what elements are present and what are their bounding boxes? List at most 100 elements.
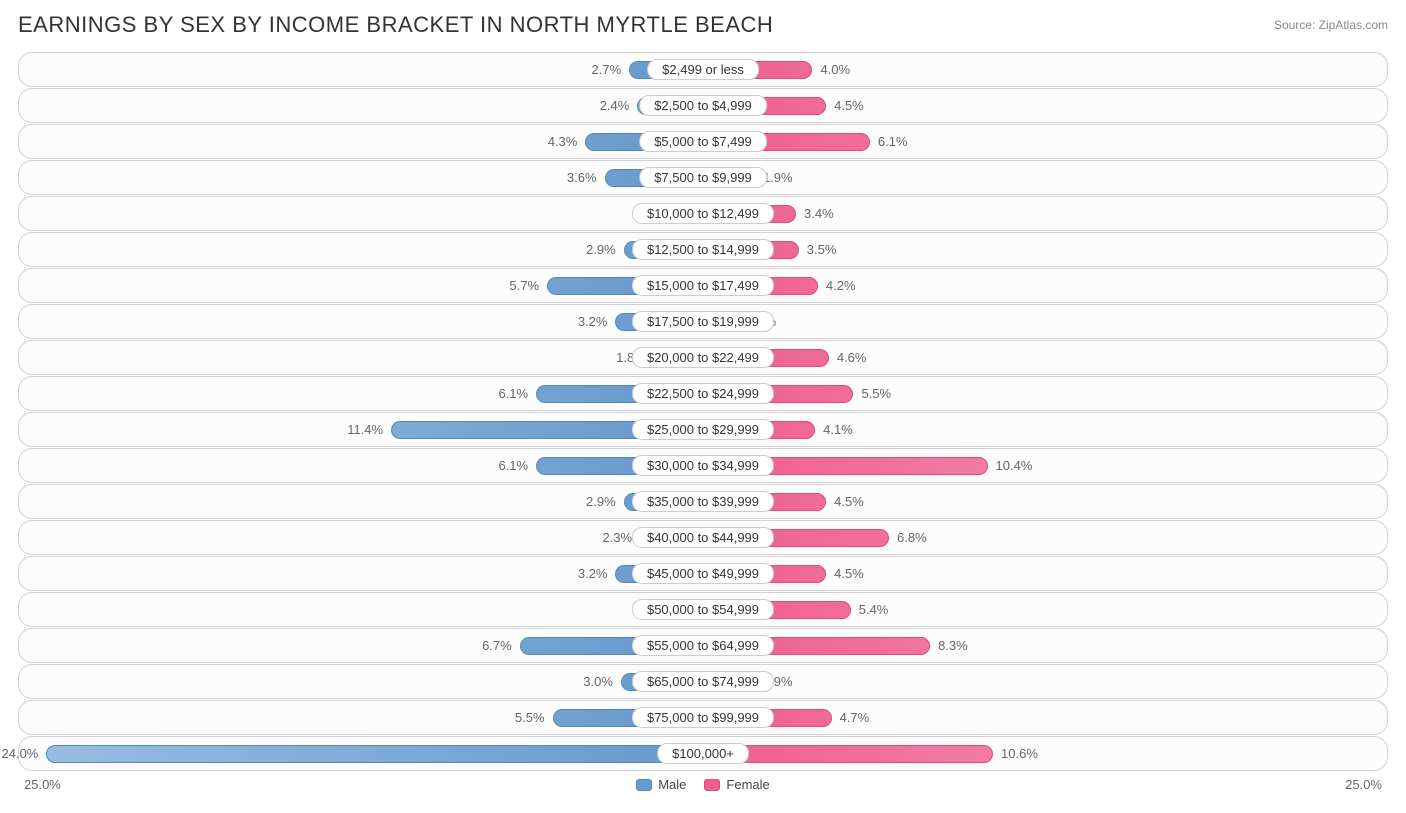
- legend-swatch-male: [636, 779, 652, 791]
- male-half: 3.2%: [19, 557, 703, 590]
- male-half: 5.5%: [19, 701, 703, 734]
- chart-row: 4.3%6.1%$5,000 to $7,499: [18, 124, 1388, 159]
- category-label: $2,500 to $4,999: [639, 95, 767, 116]
- male-value-label: 5.7%: [509, 278, 539, 293]
- male-value-label: 6.7%: [482, 638, 512, 653]
- male-half: 6.1%: [19, 449, 703, 482]
- chart-row: 5.5%4.7%$75,000 to $99,999: [18, 700, 1388, 735]
- category-label: $40,000 to $44,999: [632, 527, 774, 548]
- chart-row: 24.0% 10.6% $100,000+: [18, 736, 1388, 771]
- male-half: 2.9%: [19, 233, 703, 266]
- male-value-label: 6.1%: [498, 458, 528, 473]
- category-label: $7,500 to $9,999: [639, 167, 767, 188]
- female-value-label: 10.6%: [1001, 746, 1038, 761]
- female-value-label: 1.9%: [763, 170, 793, 185]
- category-label: $12,500 to $14,999: [632, 239, 774, 260]
- male-value-label: 3.0%: [583, 674, 613, 689]
- chart-source: Source: ZipAtlas.com: [1274, 18, 1388, 32]
- category-label: $35,000 to $39,999: [632, 491, 774, 512]
- male-half: 2.3%: [19, 521, 703, 554]
- category-label: $15,000 to $17,499: [632, 275, 774, 296]
- female-half: 1.9%: [703, 665, 1387, 698]
- male-value-label: 2.9%: [586, 494, 616, 509]
- diverging-bar-chart: 2.7%4.0%$2,499 or less2.4%4.5%$2,500 to …: [18, 52, 1388, 771]
- female-value-label: 6.1%: [878, 134, 908, 149]
- legend-swatch-female: [704, 779, 720, 791]
- male-value-label: 5.5%: [515, 710, 545, 725]
- category-label: $65,000 to $74,999: [632, 671, 774, 692]
- female-half: 4.5%: [703, 485, 1387, 518]
- legend-item-male: Male: [636, 777, 686, 792]
- female-value-label: 3.4%: [804, 206, 834, 221]
- female-value-label: 5.5%: [861, 386, 891, 401]
- chart-row: 2.3% 6.8% $40,000 to $44,999: [18, 520, 1388, 555]
- chart-footer: 25.0% Male Female 25.0%: [18, 777, 1388, 792]
- female-half: 4.0%: [703, 53, 1387, 86]
- male-half: 1.8%: [19, 341, 703, 374]
- category-label: $25,000 to $29,999: [632, 419, 774, 440]
- chart-header: EARNINGS BY SEX BY INCOME BRACKET IN NOR…: [18, 12, 1388, 38]
- female-half: 4.6%: [703, 341, 1387, 374]
- female-value-label: 4.2%: [826, 278, 856, 293]
- male-value-label: 3.6%: [567, 170, 597, 185]
- female-value-label: 4.5%: [834, 566, 864, 581]
- female-half: 4.5%: [703, 557, 1387, 590]
- axis-label-left: 25.0%: [24, 777, 61, 792]
- chart-row: 5.7% 4.2% $15,000 to $17,499: [18, 268, 1388, 303]
- male-value-label: 24.0%: [2, 746, 39, 761]
- chart-row: 2.7%4.0%$2,499 or less: [18, 52, 1388, 87]
- category-label: $10,000 to $12,499: [632, 203, 774, 224]
- category-label: $30,000 to $34,999: [632, 455, 774, 476]
- category-label: $20,000 to $22,499: [632, 347, 774, 368]
- male-half: 5.7%: [19, 269, 703, 302]
- chart-row: 3.0% 1.9%$65,000 to $74,999: [18, 664, 1388, 699]
- legend-label-female: Female: [726, 777, 769, 792]
- male-half: 4.3%: [19, 125, 703, 158]
- category-label: $100,000+: [657, 743, 749, 764]
- male-half: 6.7%: [19, 629, 703, 662]
- female-half: 3.4%: [703, 197, 1387, 230]
- male-value-label: 6.1%: [498, 386, 528, 401]
- male-value-label: 3.2%: [578, 314, 608, 329]
- chart-row: 6.1% 10.4%$30,000 to $34,999: [18, 448, 1388, 483]
- male-half: 0.92%: [19, 197, 703, 230]
- axis-label-right: 25.0%: [1345, 777, 1382, 792]
- male-value-label: 4.3%: [548, 134, 578, 149]
- female-half: 1.3%: [703, 305, 1387, 338]
- female-value-label: 4.5%: [834, 98, 864, 113]
- legend-label-male: Male: [658, 777, 686, 792]
- chart-row: 2.4% 4.5% $2,500 to $4,999: [18, 88, 1388, 123]
- male-half: 3.2%: [19, 305, 703, 338]
- chart-row: 6.1% 5.5% $22,500 to $24,999: [18, 376, 1388, 411]
- male-half: 6.1%: [19, 377, 703, 410]
- male-half: 24.0%: [19, 737, 703, 770]
- female-value-label: 4.1%: [823, 422, 853, 437]
- female-value-label: 3.5%: [807, 242, 837, 257]
- category-label: $2,499 or less: [647, 59, 759, 80]
- female-half: 3.5%: [703, 233, 1387, 266]
- chart-title: EARNINGS BY SEX BY INCOME BRACKET IN NOR…: [18, 12, 773, 38]
- female-value-label: 4.6%: [837, 350, 867, 365]
- female-value-label: 5.4%: [859, 602, 889, 617]
- category-label: $55,000 to $64,999: [632, 635, 774, 656]
- female-value-label: 6.8%: [897, 530, 927, 545]
- chart-row: 0.92% 3.4% $10,000 to $12,499: [18, 196, 1388, 231]
- female-half: 8.3%: [703, 629, 1387, 662]
- female-half: 4.1%: [703, 413, 1387, 446]
- male-half: 2.9%: [19, 485, 703, 518]
- male-half: 2.7%: [19, 53, 703, 86]
- female-half: 10.4%: [703, 449, 1387, 482]
- chart-row: 2.9% 3.5% $12,500 to $14,999: [18, 232, 1388, 267]
- category-label: $22,500 to $24,999: [632, 383, 774, 404]
- chart-row: 1.2%5.4%$50,000 to $54,999: [18, 592, 1388, 627]
- category-label: $17,500 to $19,999: [632, 311, 774, 332]
- female-half: 10.6%: [703, 737, 1387, 770]
- chart-row: 3.6% 1.9%$7,500 to $9,999: [18, 160, 1388, 195]
- female-value-label: 4.5%: [834, 494, 864, 509]
- female-half: 4.2%: [703, 269, 1387, 302]
- female-half: 5.5%: [703, 377, 1387, 410]
- male-half: 2.4%: [19, 89, 703, 122]
- female-half: 5.4%: [703, 593, 1387, 626]
- male-value-label: 2.9%: [586, 242, 616, 257]
- male-half: 3.0%: [19, 665, 703, 698]
